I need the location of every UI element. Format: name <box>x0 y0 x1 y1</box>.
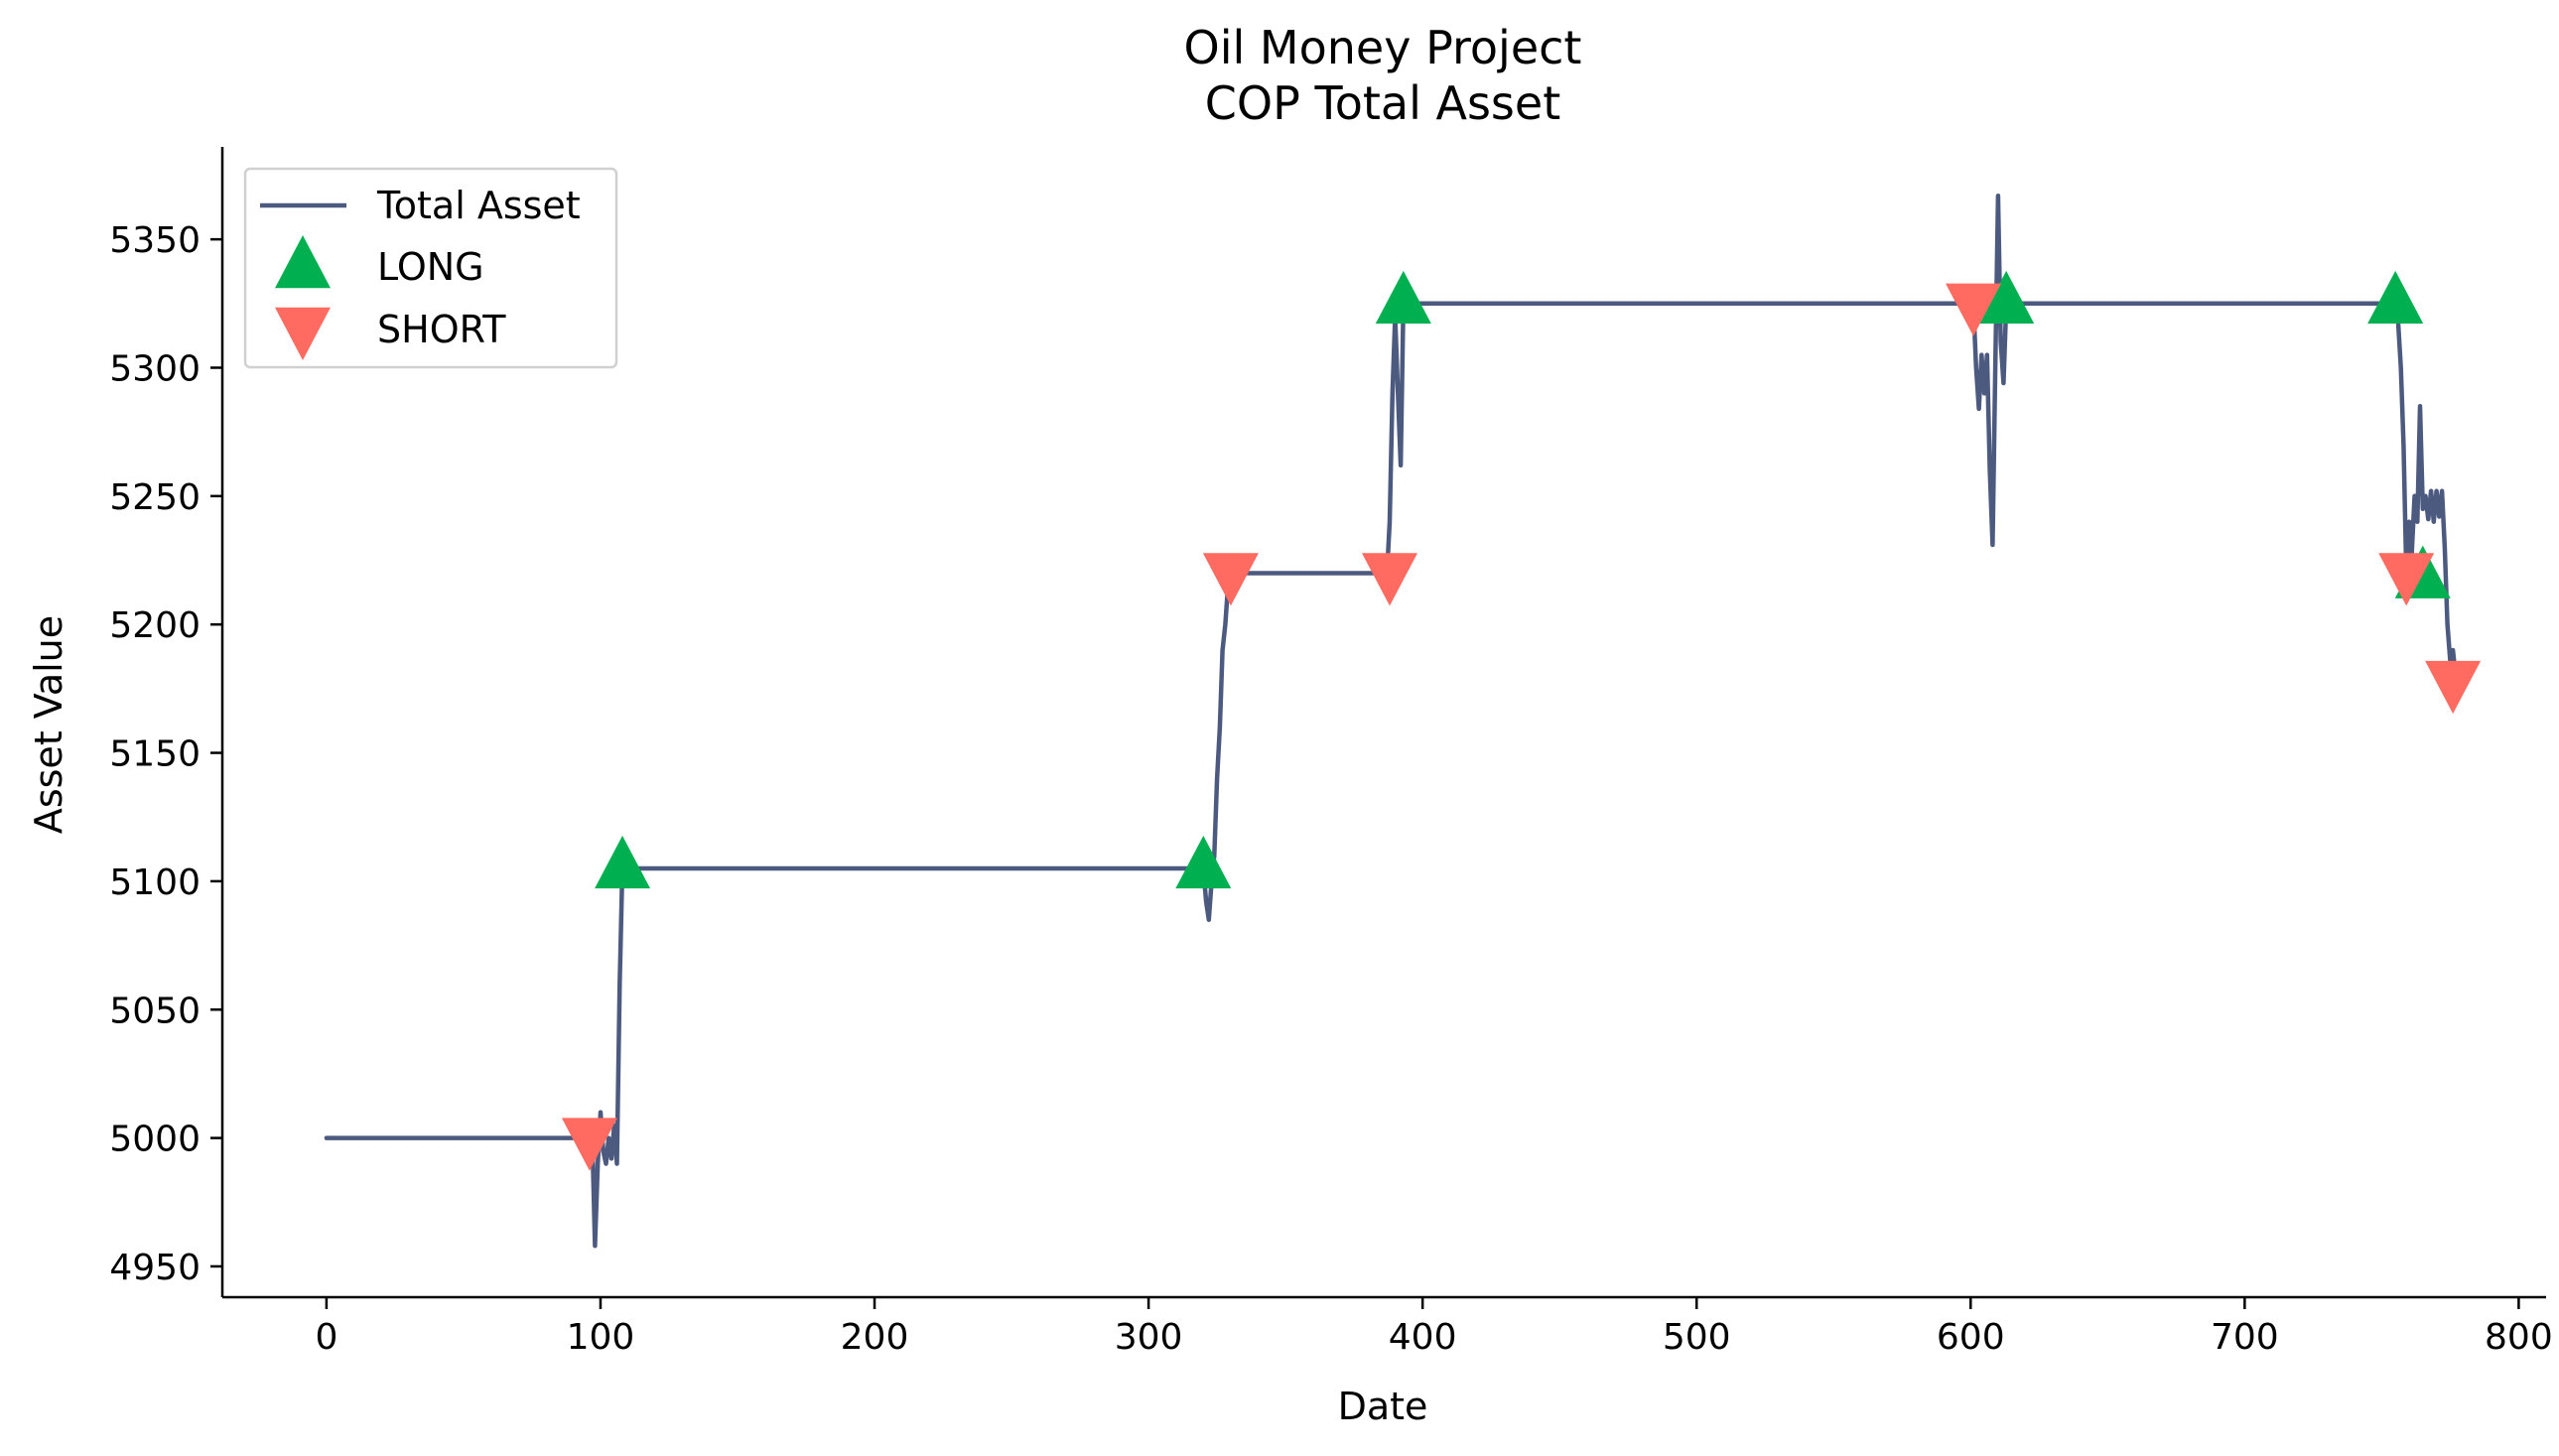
short-marker <box>1946 283 2002 336</box>
y-tick-label: 5100 <box>109 862 201 903</box>
legend-label-total-asset: Total Asset <box>376 184 581 227</box>
short-marker <box>2378 553 2435 606</box>
long-marker <box>1175 835 1232 889</box>
long-marker <box>2367 270 2424 325</box>
legend-label-short: SHORT <box>377 308 506 351</box>
short-marker <box>1202 553 1259 606</box>
short-marker <box>1362 553 1418 606</box>
legend-short-swatch <box>275 307 331 360</box>
long-marker <box>1978 270 2035 325</box>
y-tick-label: 5050 <box>109 991 201 1031</box>
x-tick-label: 700 <box>2211 1317 2279 1358</box>
legend: Total Asset LONG SHORT <box>243 167 618 369</box>
short-marker <box>2425 660 2482 715</box>
legend-long-swatch <box>275 235 331 289</box>
long-marker <box>1375 270 1431 325</box>
y-tick-label: 5350 <box>109 220 201 261</box>
legend-box <box>243 167 618 369</box>
y-tick-label: 5200 <box>109 605 201 646</box>
y-tick-label: 4950 <box>109 1248 201 1288</box>
short-marker <box>561 1118 617 1171</box>
y-tick-label: 5250 <box>109 477 201 518</box>
x-tick-label: 100 <box>567 1317 635 1358</box>
x-tick-label: 200 <box>841 1317 909 1358</box>
x-axis-label: Date <box>1338 1385 1428 1428</box>
chart-subtitle: COP Total Asset <box>1205 76 1560 130</box>
y-tick-label: 5000 <box>109 1120 201 1160</box>
x-tick-label: 500 <box>1663 1317 1731 1358</box>
chart-title: Oil Money Project <box>1184 21 1582 74</box>
series-layer <box>324 193 2482 1249</box>
y-tick-label: 5150 <box>109 734 201 775</box>
axes: 0 100 200 300 400 500 600 700 800 4950 5000 5050 510… <box>109 147 2553 1358</box>
total-asset-line <box>324 193 2470 1249</box>
y-tick-label: 5300 <box>109 348 201 389</box>
x-tick-label: 0 <box>315 1317 337 1358</box>
legend-label-long: LONG <box>377 245 484 289</box>
x-tick-label: 400 <box>1389 1317 1457 1358</box>
x-tick-label: 300 <box>1115 1317 1183 1358</box>
x-tick-label: 600 <box>1937 1317 2005 1358</box>
y-axis-label: Asset Value <box>27 615 70 834</box>
x-tick-label: 800 <box>2485 1317 2553 1358</box>
long-marker <box>595 835 651 889</box>
